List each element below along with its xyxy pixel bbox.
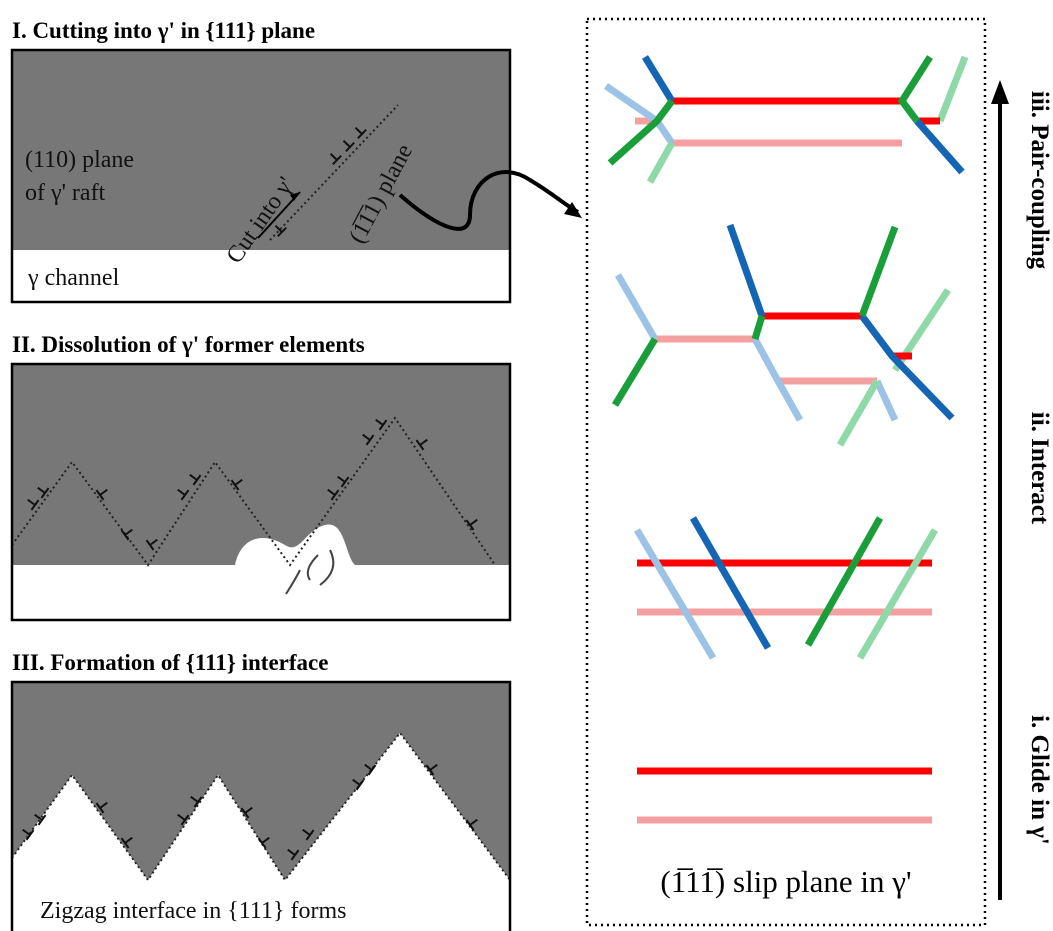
stage-glide	[637, 771, 932, 820]
panel-box	[587, 19, 985, 925]
caption: (1̅11̅) slip plane in γ'	[660, 864, 911, 899]
label: γ channel	[27, 265, 120, 291]
label: (110) plane	[25, 147, 134, 173]
gamma-prime-raft	[12, 682, 510, 880]
figure: I. Cutting into γ' in {111} plane (110) …	[0, 0, 1053, 931]
stage-label: ii. Interact	[1026, 412, 1053, 525]
stage-pair-coupling	[606, 57, 965, 182]
stage-label: iii. Pair-coupling	[1026, 91, 1053, 270]
label: Zigzag interface in {111} forms	[40, 898, 346, 924]
stage-interact	[615, 225, 952, 445]
stage-glide-interact	[637, 518, 935, 658]
panel-title: II. Dissolution of γ' former elements	[12, 332, 365, 357]
label: of γ' raft	[25, 180, 106, 206]
panel-title: III. Formation of {111} interface	[12, 650, 328, 675]
progress-arrow-head	[991, 80, 1009, 104]
panel-title: I. Cutting into γ' in {111} plane	[12, 18, 315, 43]
stage-label: i. Glide in γ'	[1026, 715, 1053, 845]
gamma-prime-raft	[12, 364, 510, 565]
